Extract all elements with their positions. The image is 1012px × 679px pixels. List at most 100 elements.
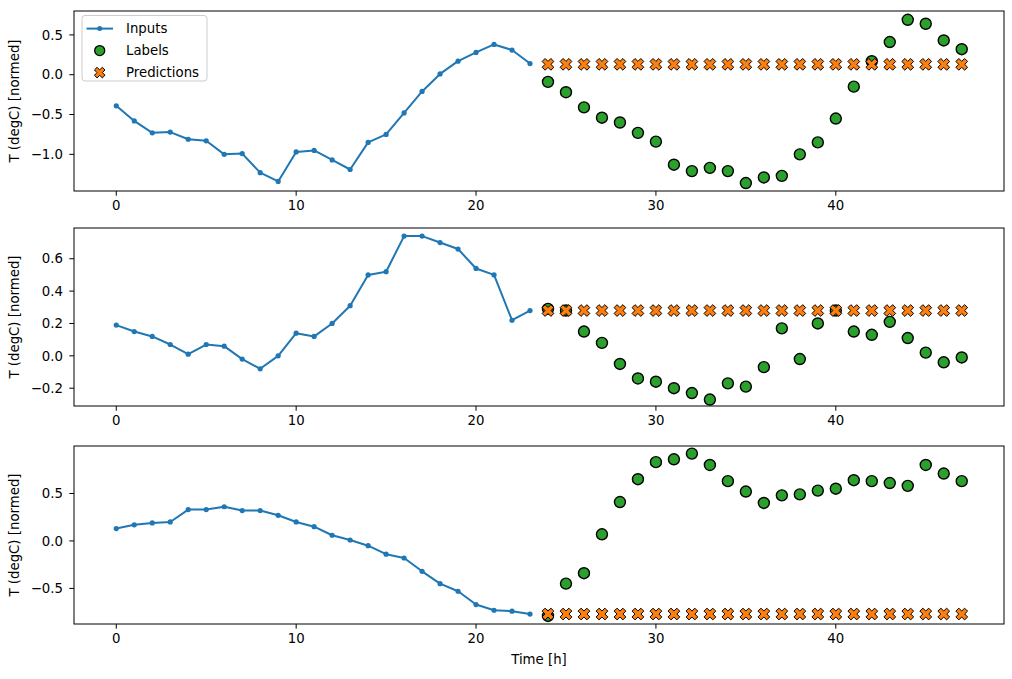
- inputs-point: [276, 513, 281, 518]
- labels-point: [956, 476, 967, 487]
- labels-point: [920, 459, 931, 470]
- predictions-point: [830, 58, 842, 70]
- predictions-point: [776, 305, 788, 317]
- y-tick-label: −1.0: [31, 147, 63, 162]
- labels-point: [848, 475, 859, 486]
- labels-point: [722, 378, 733, 389]
- inputs-point: [348, 167, 353, 172]
- predictions-point: [686, 608, 698, 620]
- labels-point: [776, 170, 787, 181]
- inputs-point: [312, 148, 317, 153]
- y-tick-label: −0.2: [31, 381, 63, 396]
- predictions-point: [956, 58, 968, 70]
- labels-series: [542, 14, 967, 188]
- predictions-point: [632, 608, 644, 620]
- labels-point: [848, 81, 859, 92]
- predictions-point: [578, 608, 590, 620]
- inputs-point: [455, 246, 460, 251]
- predictions-point: [704, 608, 716, 620]
- inputs-point: [509, 318, 514, 323]
- predictions-point: [740, 608, 752, 620]
- x-tick-label: 0: [112, 413, 120, 428]
- labels-point: [812, 137, 823, 148]
- predictions-point: [632, 305, 644, 317]
- labels-point: [614, 497, 625, 508]
- inputs-point: [114, 526, 119, 531]
- labels-point: [902, 480, 913, 491]
- predictions-point: [848, 305, 860, 317]
- labels-point: [740, 178, 751, 189]
- inputs-point: [168, 342, 173, 347]
- inputs-point: [132, 522, 137, 527]
- inputs-point: [527, 61, 532, 66]
- axes-spines: [74, 228, 1004, 406]
- predictions-point: [596, 305, 608, 317]
- x-tick-label: 40: [827, 198, 844, 213]
- x-axis-label: Time [h]: [510, 652, 567, 667]
- x-tick-label: 30: [647, 198, 664, 213]
- predictions-point: [740, 58, 752, 70]
- predictions-point: [812, 305, 824, 317]
- labels-point: [704, 459, 715, 470]
- labels-point: [722, 476, 733, 487]
- x-tick-label: 40: [827, 413, 844, 428]
- predictions-point: [614, 305, 626, 317]
- inputs-point: [491, 42, 496, 47]
- predictions-point: [722, 58, 734, 70]
- labels-point: [758, 497, 769, 508]
- inputs-point: [186, 137, 191, 142]
- predictions-point: [938, 58, 950, 70]
- predictions-series: [542, 305, 967, 317]
- inputs-point: [348, 303, 353, 308]
- predictions-point: [578, 305, 590, 317]
- labels-series: [542, 303, 967, 405]
- inputs-point: [132, 118, 137, 123]
- inputs-point: [312, 334, 317, 339]
- labels-point: [668, 383, 679, 394]
- predictions-point: [668, 58, 680, 70]
- predictions-point: [740, 305, 752, 317]
- inputs-line: [116, 236, 530, 369]
- subplot-3: 0102030400.50.0−0.5T (degC) [normed]: [7, 446, 1005, 646]
- labels-point: [578, 568, 589, 579]
- inputs-point: [455, 59, 460, 64]
- x-tick-label: 0: [112, 631, 120, 646]
- predictions-point: [614, 58, 626, 70]
- labels-point: [884, 37, 895, 48]
- labels-point: [686, 448, 697, 459]
- inputs-point: [473, 50, 478, 55]
- predictions-point: [686, 305, 698, 317]
- predictions-series: [542, 58, 967, 70]
- predictions-point: [650, 608, 662, 620]
- predictions-point: [848, 58, 860, 70]
- inputs-point: [150, 520, 155, 525]
- y-axis-label: T (degC) [normed]: [7, 255, 22, 379]
- labels-point: [560, 578, 571, 589]
- inputs-point: [437, 240, 442, 245]
- predictions-point: [776, 58, 788, 70]
- labels-point: [596, 337, 607, 348]
- y-tick-label: −0.5: [31, 107, 63, 122]
- inputs-point: [419, 233, 424, 238]
- inputs-point: [366, 543, 371, 548]
- labels-point: [848, 326, 859, 337]
- y-axis-label: T (degC) [normed]: [7, 473, 22, 597]
- inputs-point: [240, 151, 245, 156]
- x-tick-label: 10: [288, 631, 305, 646]
- predictions-point: [758, 608, 770, 620]
- legend-inputs-dot: [97, 26, 102, 31]
- labels-point: [740, 486, 751, 497]
- predictions-point: [812, 608, 824, 620]
- inputs-point: [186, 352, 191, 357]
- y-tick-label: 0.0: [42, 534, 63, 549]
- labels-point: [740, 381, 751, 392]
- y-tick-label: 0.0: [42, 349, 63, 364]
- inputs-point: [455, 589, 460, 594]
- y-tick-label: 0.5: [42, 28, 63, 43]
- inputs-point: [258, 366, 263, 371]
- predictions-point: [884, 58, 896, 70]
- predictions-series: [542, 608, 967, 620]
- inputs-point: [222, 504, 227, 509]
- y-tick-label: 0.6: [42, 251, 63, 266]
- predictions-point: [884, 305, 896, 317]
